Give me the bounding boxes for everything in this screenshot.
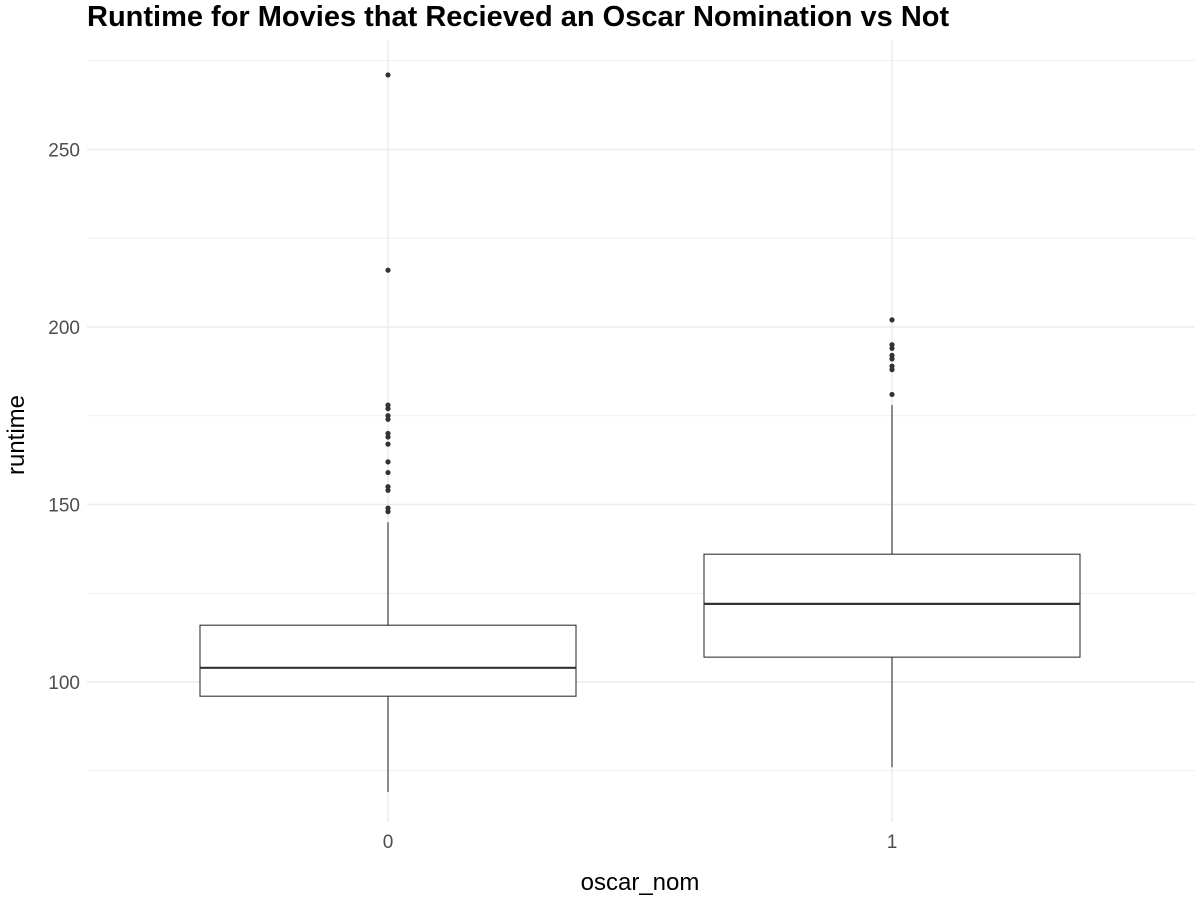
box-iqr xyxy=(703,553,1081,658)
tick-labels: 100 150 200 250 0 1 xyxy=(48,141,897,854)
outlier-point xyxy=(889,317,895,323)
outlier-point xyxy=(889,391,895,398)
outlier-point xyxy=(385,469,391,476)
outlier-point xyxy=(889,363,895,369)
y-tick-label: 250 xyxy=(48,141,80,162)
x-axis-title: oscar_nom xyxy=(581,869,700,896)
outlier-point xyxy=(385,484,391,490)
y-tick-label: 200 xyxy=(48,318,80,339)
outlier-point xyxy=(385,441,391,447)
outlier-point xyxy=(385,505,391,511)
outlier-point xyxy=(385,267,391,273)
outlier-point xyxy=(889,342,895,348)
grid-lines xyxy=(87,40,1195,822)
outlier-point xyxy=(385,413,391,419)
y-tick-label: 100 xyxy=(48,673,80,694)
y-axis-title: runtime xyxy=(3,395,30,475)
x-tick-label: 0 xyxy=(383,832,394,853)
x-tick-label: 1 xyxy=(887,832,898,853)
outlier-point xyxy=(889,352,895,358)
outlier-point xyxy=(385,459,391,465)
chart-title: Runtime for Movies that Recieved an Osca… xyxy=(87,1,950,33)
y-tick-label: 150 xyxy=(48,496,80,517)
box-iqr xyxy=(199,624,577,697)
outlier-point xyxy=(385,402,391,408)
outlier-point xyxy=(385,72,391,78)
outlier-point xyxy=(385,430,391,437)
box-layer xyxy=(199,72,1081,793)
